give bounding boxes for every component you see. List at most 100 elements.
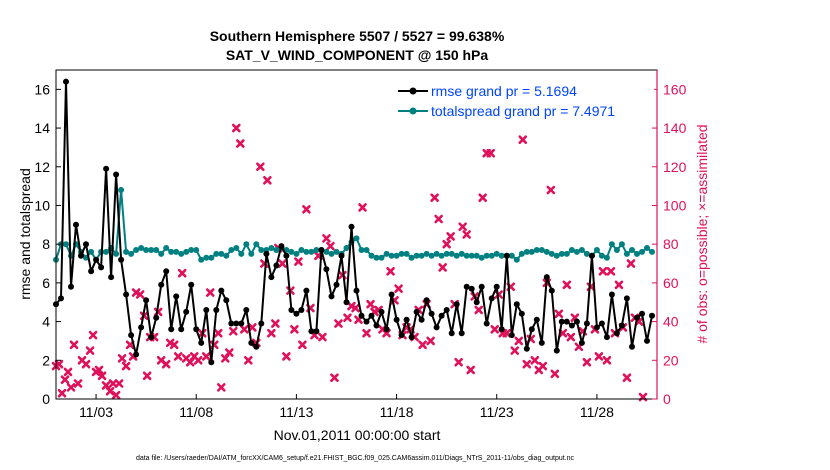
obs-assimilated-marker [248,323,257,332]
totalspread-point [153,247,160,253]
rmse-point [123,291,130,298]
rmse-point [568,322,575,329]
rmse-point [458,330,465,337]
rmse-point [639,310,645,317]
totalspread-point [353,235,360,242]
legend-rmse-label: rmse grand pr = 5.1694 [431,83,577,99]
rmse-point [644,337,650,344]
rmse-point [438,312,445,319]
totalspread-point [553,252,560,259]
rmse-point [308,328,315,335]
totalspread-point [303,248,310,255]
totalspread-point [133,247,140,253]
totalspread-point [178,250,185,257]
rmse-point [634,314,640,321]
obs-assimilated-marker [347,301,356,311]
obs-assimilated-marker [69,340,79,350]
obs-assimilated-marker [426,336,435,346]
rmse-point [608,291,615,298]
totalspread-point [473,252,480,259]
totalspread-point [523,248,530,255]
obs-assimilated-marker [351,303,360,313]
rmse-point [388,291,395,298]
totalspread-point [88,248,95,255]
obs-assimilated-marker [518,135,528,144]
rmse-point [303,287,310,294]
rmse-point [588,252,595,259]
rmse-point [323,266,330,273]
totalspread-point [323,248,330,255]
obs-assimilated-marker [240,325,249,334]
obs-assimilated-marker [177,268,187,278]
totalspread-point [103,248,110,255]
obs-assimilated-marker [88,330,98,340]
rmse-point [428,310,435,317]
obs-assimilated-marker [462,230,471,239]
obs-assimilated-marker [161,359,171,369]
obs-assimilated-marker [256,162,265,172]
obs-assimilated-marker [582,357,592,367]
rmse-point [613,330,620,337]
totalspread-point [253,241,260,248]
right-tick-label: 100 [663,197,687,213]
rmse-point [488,295,495,302]
legend-spread-marker [409,107,417,115]
rmse-point [158,281,165,288]
obs-assimilated-marker [530,355,540,365]
rmse-point [198,339,205,346]
totalspread-point [113,250,120,257]
obs-assimilated-marker [550,369,560,379]
totalspread-point [298,247,305,253]
left-axis: 0 2 4 6 8 10 12 14 16 [34,81,61,407]
totalspread-point [558,250,565,257]
totalspread-point [333,248,340,255]
rmse-point [298,307,305,313]
obs-assimilated-marker [85,346,95,355]
obs-assimilated-marker [105,386,115,396]
obs-assimilated-marker [362,328,371,338]
rmse-point [153,314,160,321]
totalspread-point [593,247,600,253]
totalspread-point [583,250,590,257]
rmse-point [343,299,350,306]
rmse-point [433,324,440,331]
obs-assimilated-marker [216,383,226,392]
rmse-point [423,297,430,304]
totalspread-point [639,248,645,255]
rmse-point [128,332,135,339]
obs-assimilated-marker [478,193,488,203]
rmse-point [573,318,580,325]
totalspread-point [613,247,620,253]
x-tick-label: 11/13 [279,404,313,420]
obs-assimilated-marker [458,222,467,232]
totalspread-point [343,245,350,251]
rmse-point [333,281,340,288]
obs-assimilated-marker [94,365,104,375]
rmse-point [498,326,505,333]
obs-assimilated-marker [554,309,564,319]
rmse-point [233,320,240,327]
totalspread-point [398,250,405,257]
x-tick-label: 11/28 [580,404,614,420]
totalspread-point [618,241,625,248]
obs-assimilated-marker [566,332,576,342]
rmse-point [338,252,345,259]
obs-assimilated-marker [294,257,303,266]
totalspread-point [438,252,445,259]
totalspread-point [363,247,370,253]
rmse-point [193,326,200,333]
rmse-point [118,256,125,263]
obs-assimilated-marker [598,266,608,276]
obs-assimilated-marker [205,288,215,297]
totalspread-point [453,252,460,259]
obs-assimilated-marker [173,352,183,361]
obs-assimilated-marker [602,355,612,365]
obs-assimilated-marker [594,352,604,361]
obs-assimilated-marker [63,367,73,377]
obs-assimilated-marker [442,239,451,249]
totalspread-point [233,245,240,251]
totalspread-point [168,248,175,255]
obs-assimilated-marker [318,332,327,342]
rmse-point [483,320,490,327]
totalspread-point [203,254,210,261]
